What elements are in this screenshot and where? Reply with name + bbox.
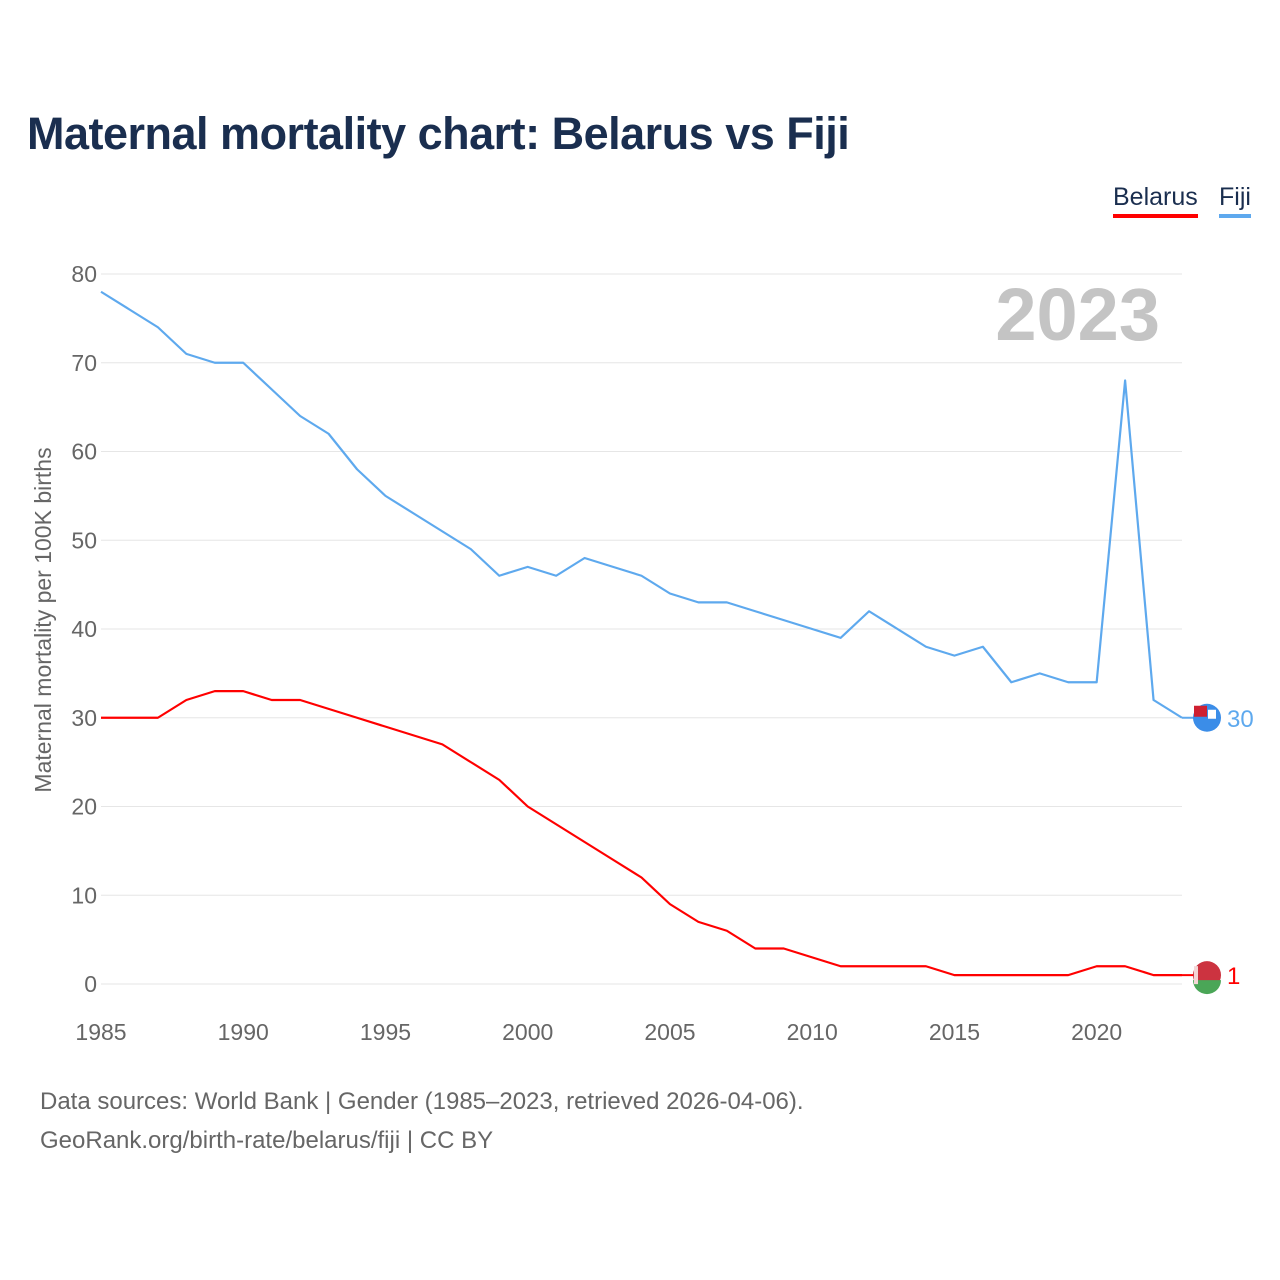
- flag-union-jack: [1194, 705, 1207, 717]
- flag-shield: [1208, 709, 1216, 719]
- x-tick-label: 2010: [787, 1019, 838, 1045]
- y-tick-label: 70: [71, 350, 97, 376]
- y-tick-label: 20: [71, 794, 97, 820]
- end-value-label: 1: [1227, 963, 1240, 990]
- x-tick-label: 2020: [1071, 1019, 1122, 1045]
- y-tick-label: 40: [71, 616, 97, 642]
- y-tick-label: 30: [71, 705, 97, 731]
- x-tick-label: 2015: [929, 1019, 980, 1045]
- y-tick-label: 80: [71, 261, 97, 287]
- source-link[interactable]: GeoRank.org/birth-rate/belarus/fiji | CC…: [40, 1127, 494, 1154]
- x-tick-label: 1995: [360, 1019, 411, 1045]
- x-tick-label: 1990: [218, 1019, 269, 1045]
- chart-title: Maternal mortality chart: Belarus vs Fij…: [27, 108, 850, 159]
- flag-green-band: [1193, 980, 1221, 995]
- source-text: Data sources: World Bank | Gender (1985–…: [40, 1088, 804, 1115]
- year-label: 2023: [995, 273, 1160, 356]
- y-tick-label: 60: [71, 439, 97, 465]
- x-tick-label: 2005: [644, 1019, 695, 1045]
- flag-ornament: [1194, 966, 1198, 985]
- y-tick-label: 10: [71, 882, 97, 908]
- x-tick-label: 2000: [502, 1019, 553, 1045]
- series-line-fiji: [100, 290, 1183, 719]
- series-line-belarus: [101, 690, 1182, 977]
- y-axis-label: Maternal mortality per 100K births: [30, 447, 56, 792]
- legend-fiji[interactable]: Fiji: [1219, 183, 1251, 218]
- legend-belarus[interactable]: Belarus: [1113, 183, 1198, 218]
- x-tick-label: 1985: [75, 1019, 126, 1045]
- y-tick-label: 50: [71, 527, 97, 553]
- y-tick-label: 0: [84, 971, 97, 997]
- end-value-label: 30: [1227, 706, 1254, 733]
